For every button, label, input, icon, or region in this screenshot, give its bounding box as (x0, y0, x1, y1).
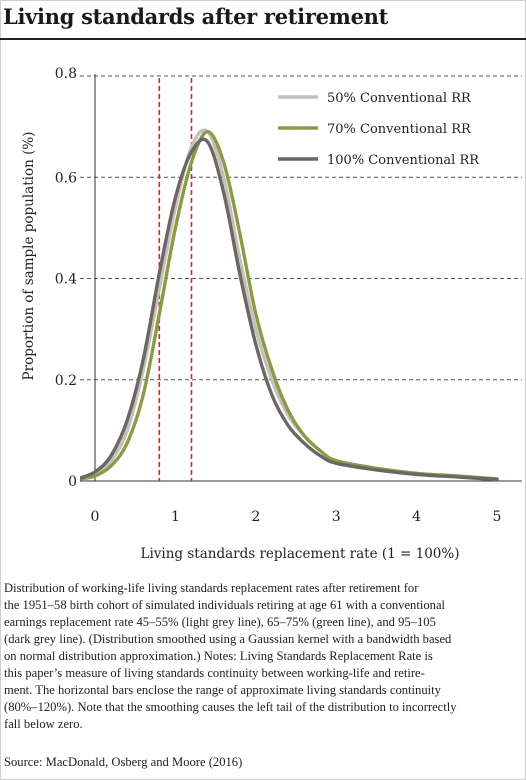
title-rule (0, 38, 526, 40)
x-tick-label: 4 (412, 509, 421, 525)
source-note: Source: MacDonald, Osberg and Moore (201… (4, 755, 243, 769)
axes (80, 74, 522, 482)
caption-line: the 1951–58 birth cohort of simulated in… (4, 598, 446, 612)
x-tick-label: 2 (251, 509, 260, 525)
legend-label-70-conventional-rr: 70% Conventional RR (327, 122, 472, 137)
legend: 50% Conventional RR 70% Conventional RR 10… (278, 91, 480, 168)
y-tick-label: 0 (68, 474, 77, 490)
x-tick-label: 0 (91, 509, 100, 525)
chart-title: Living standards after retirement (3, 4, 389, 29)
caption-line: this paper’s measure of living standards… (4, 666, 425, 680)
caption-line: Distribution of working-life living stan… (4, 581, 419, 595)
x-tick-label: 5 (493, 509, 502, 525)
legend-label-50-conventional-rr: 50% Conventional RR (327, 91, 472, 106)
y-axis-label: Proportion of sample population (%) (21, 132, 37, 381)
figure-caption: Distribution of working-life living stan… (4, 580, 522, 733)
series-line-70-conventional-rr (80, 130, 499, 481)
x-tick-label: 3 (332, 509, 341, 525)
tick-labels: 0 0.2 0.4 0.6 0.8 0 1 2 3 4 5 (55, 66, 502, 525)
x-axis-label: Living standards replacement rate (1 = 1… (141, 546, 460, 562)
series-lines (80, 128, 499, 481)
grid-lines (80, 75, 522, 381)
y-tick-label: 0.8 (55, 66, 77, 82)
caption-line: (dark grey line). (Distribution smoothed… (4, 632, 452, 646)
y-tick-label: 0.6 (55, 170, 77, 186)
y-tick-label: 0.4 (55, 272, 77, 288)
caption-line: (80%–120%). Note that the smoothing caus… (4, 700, 457, 714)
y-tick-label: 0.2 (55, 373, 77, 389)
legend-label-100-conventional-rr: 100% Conventional RR (327, 153, 480, 168)
caption-line: on normal distribution approximation.) N… (4, 649, 433, 663)
caption-line: fall below zero. (4, 717, 83, 731)
series-line-100-conventional-rr (80, 137, 499, 481)
caption-line: earnings replacement rate 45–55% (light … (4, 615, 436, 629)
caption-line: ment. The horizontal bars enclose the ra… (4, 683, 441, 697)
x-tick-label: 1 (171, 509, 180, 525)
chart: 0 0.2 0.4 0.6 0.8 0 1 2 3 4 5 50% Conventional RR 7… (21, 66, 522, 562)
